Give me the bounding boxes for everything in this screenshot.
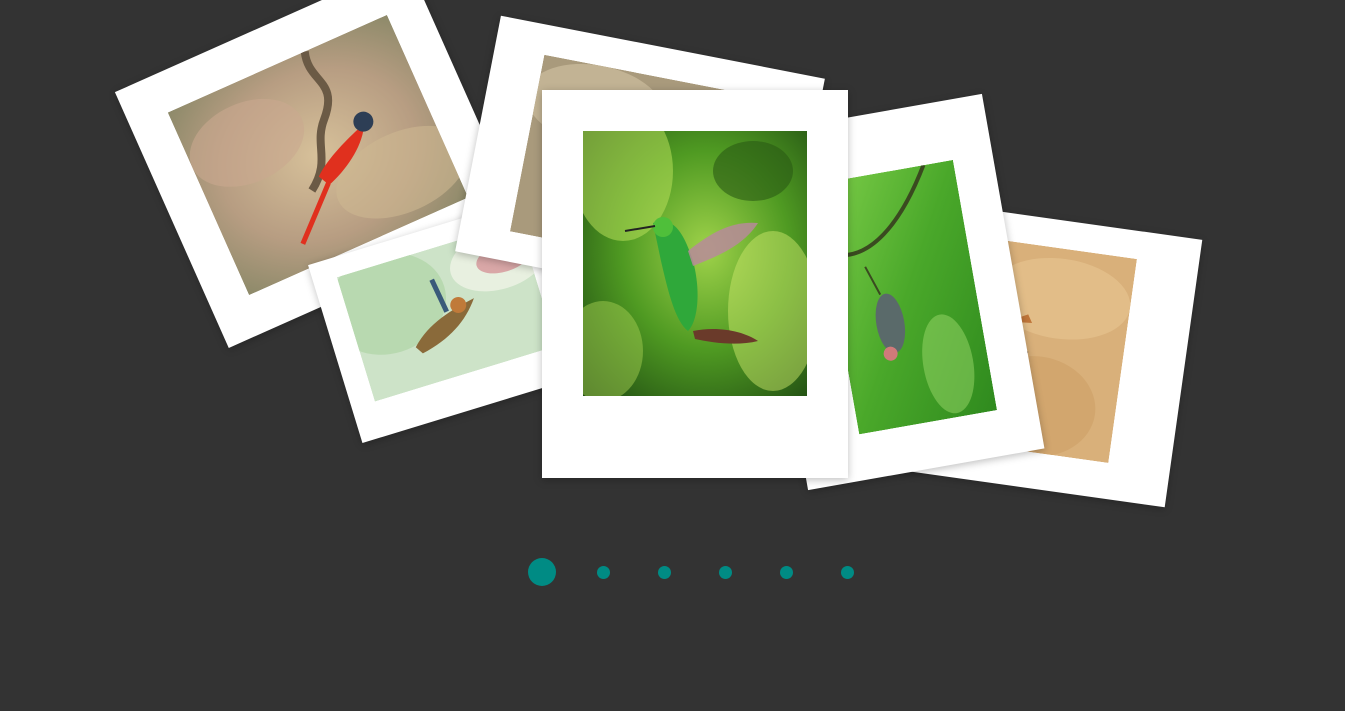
photo-card-4[interactable] — [542, 90, 848, 478]
pagination-dot-5[interactable] — [779, 565, 793, 579]
red-flycatcher-photo — [167, 14, 469, 296]
pagination-dot-1[interactable] — [528, 558, 556, 586]
pagination-dot-2[interactable] — [596, 565, 610, 579]
green-hummingbird-photo — [583, 131, 807, 396]
photo-card-5[interactable] — [745, 93, 1045, 491]
pagination-dot-4[interactable] — [718, 565, 732, 579]
pagination-dots — [0, 558, 1345, 586]
photo-card-1[interactable] — [114, 0, 522, 348]
pagination-dot-3[interactable] — [657, 565, 671, 579]
pagination-dot-6[interactable] — [840, 565, 854, 579]
hanging-bird-photo — [815, 159, 998, 435]
